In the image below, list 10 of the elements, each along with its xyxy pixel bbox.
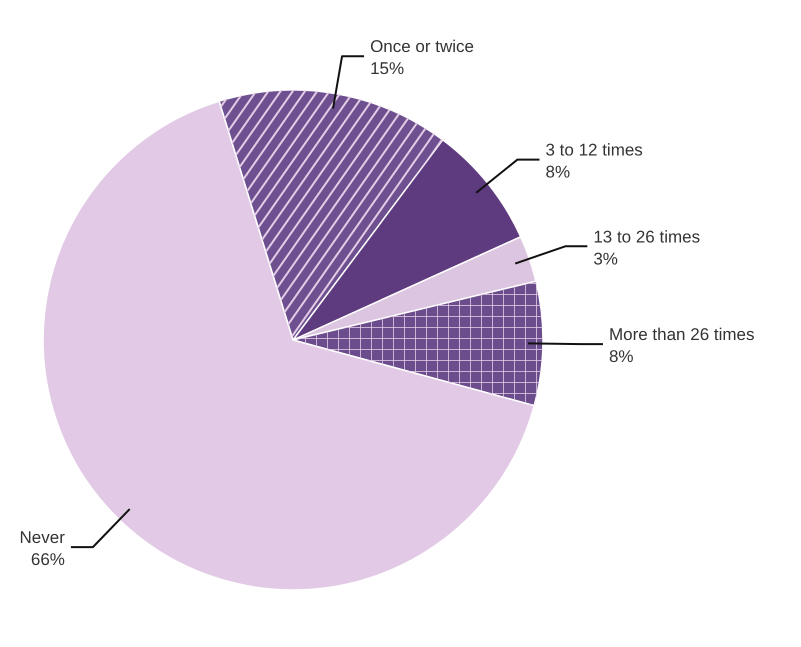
data-label: 3% bbox=[593, 249, 618, 268]
data-label: 15% bbox=[370, 59, 404, 78]
slice-label: Never bbox=[20, 528, 66, 548]
data-label: 66% bbox=[30, 550, 65, 570]
slice-label: More than 26 times bbox=[608, 325, 754, 344]
slice-label: Once or twice bbox=[370, 37, 474, 56]
data-label: 8% bbox=[545, 162, 570, 182]
data-label: 8% bbox=[608, 347, 634, 366]
slice-label: 13 to 26 times bbox=[593, 227, 700, 246]
slice-label: 3 to 12 times bbox=[545, 140, 643, 160]
